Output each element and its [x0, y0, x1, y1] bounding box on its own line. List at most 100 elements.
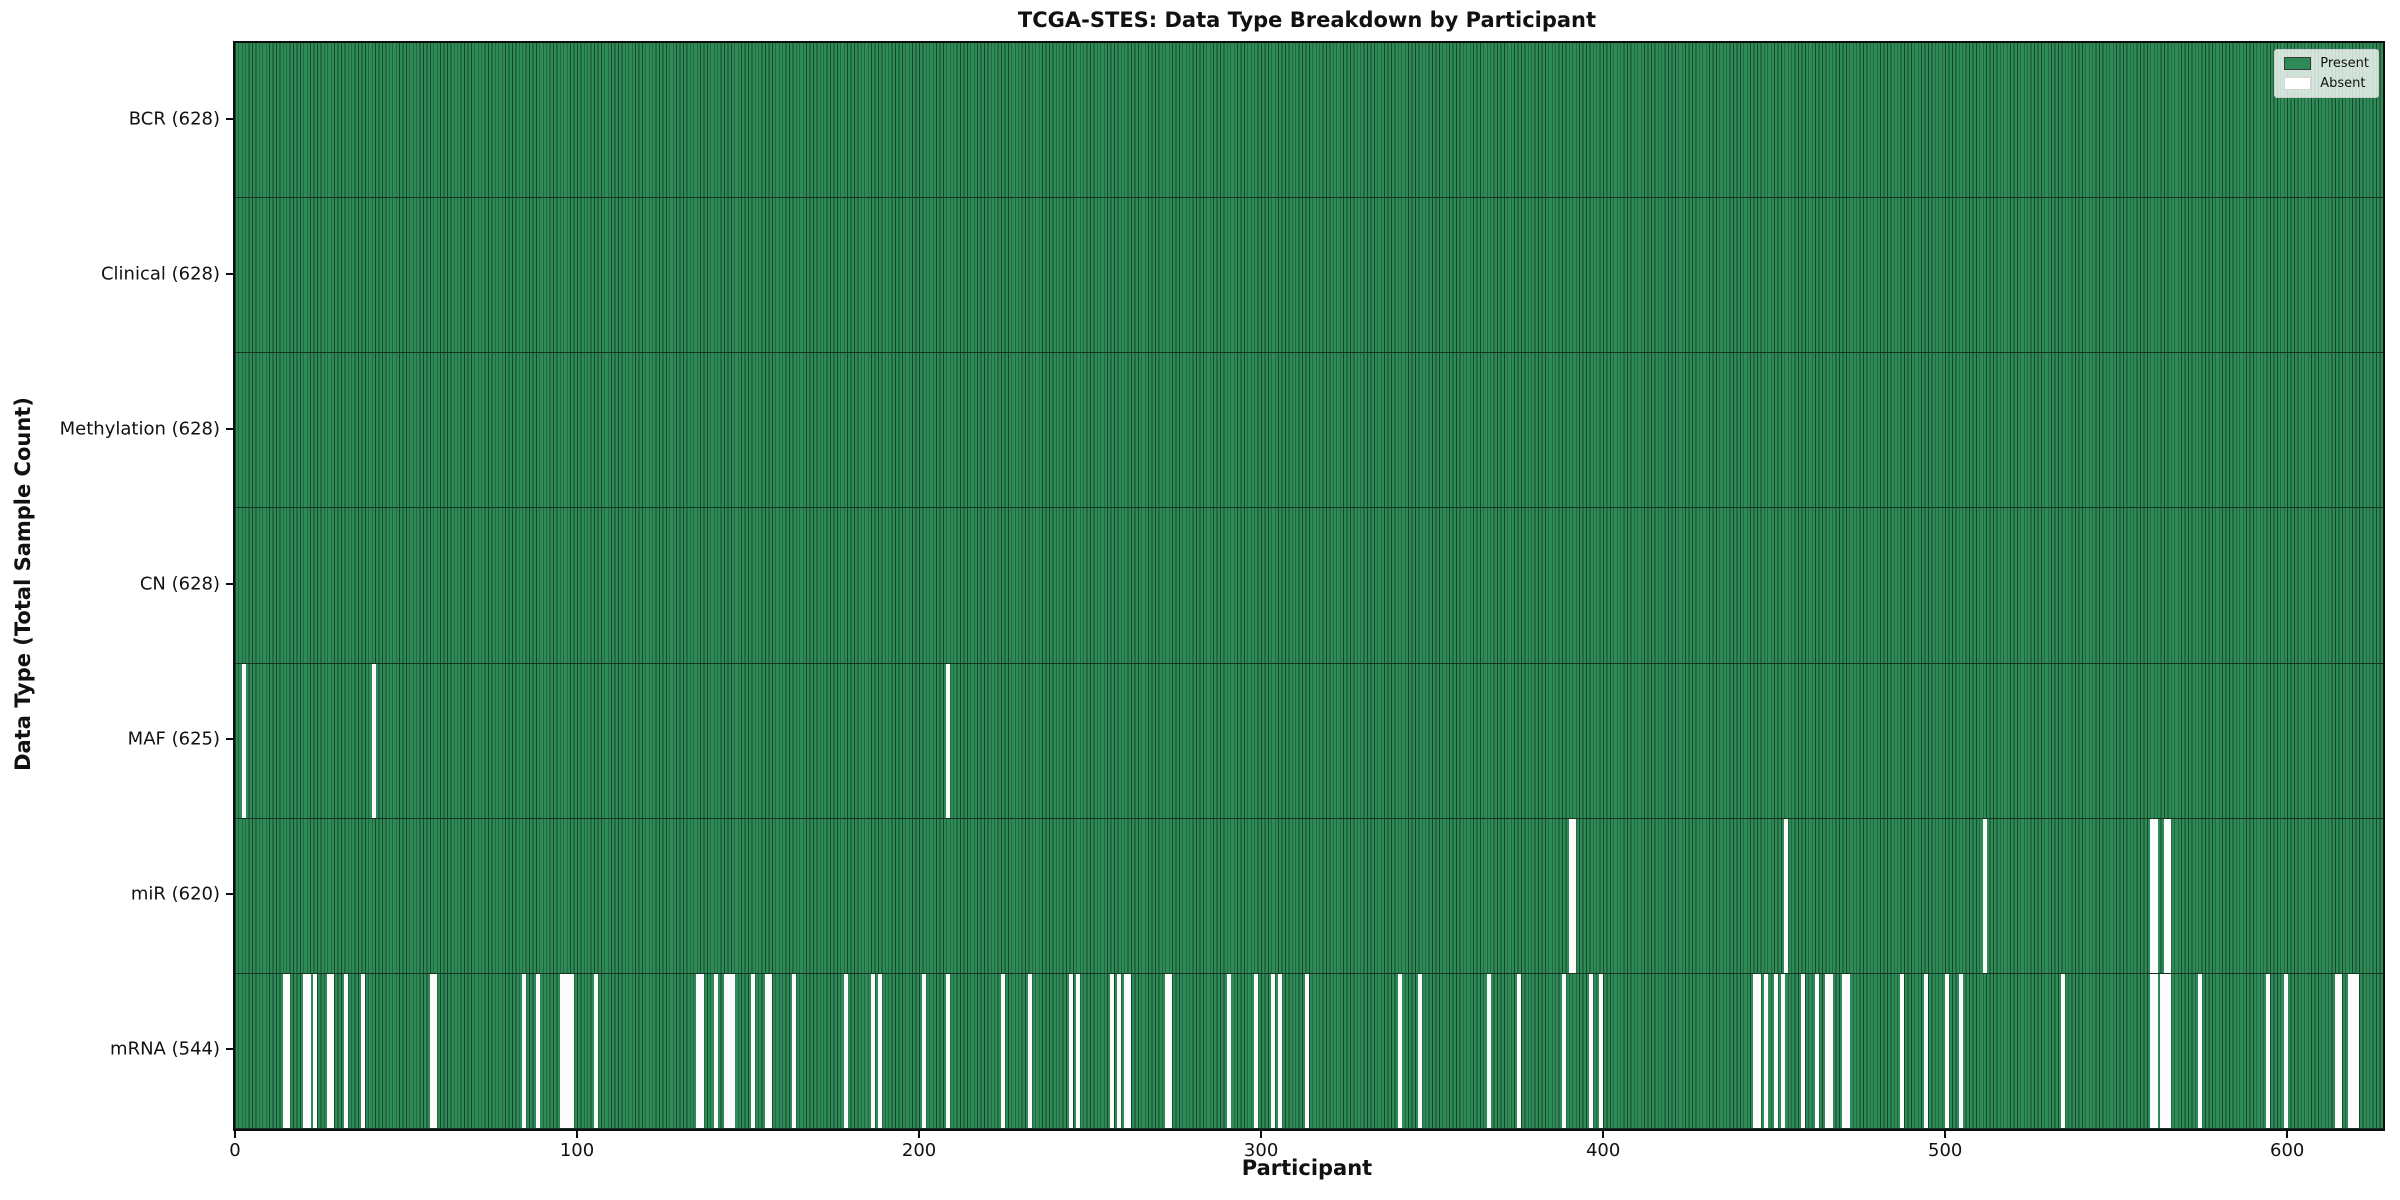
absent-mark	[2351, 973, 2356, 1128]
legend-entry-present: Present	[2284, 56, 2369, 71]
absent-mark	[1814, 973, 1819, 1128]
absent-mark	[2153, 818, 2158, 973]
y-tick-label: CN (628)	[139, 573, 220, 595]
absent-mark	[1076, 973, 1081, 1128]
legend-swatch-absent-icon	[2284, 77, 2312, 90]
absent-mark	[1958, 973, 1963, 1128]
absent-mark	[1801, 973, 1806, 1128]
absent-mark	[723, 973, 728, 1128]
y-tick-mark	[226, 893, 235, 896]
y-tick-label: Clinical (628)	[100, 263, 220, 285]
x-tick-mark	[2286, 1130, 2289, 1138]
row-cn	[235, 508, 2383, 664]
absent-mark	[2355, 973, 2360, 1128]
absent-mark	[1069, 973, 1074, 1128]
absent-mark	[2167, 818, 2172, 973]
absent-mark	[768, 973, 773, 1128]
y-tick-label: mRNA (544)	[110, 1038, 220, 1060]
x-tick-label: 600	[2270, 1140, 2305, 1161]
absent-mark	[1418, 973, 1423, 1128]
row-maf	[235, 663, 2383, 819]
absent-mark	[2334, 973, 2339, 1128]
absent-mark	[946, 973, 951, 1128]
absent-mark	[1277, 973, 1282, 1128]
absent-mark	[1517, 973, 1522, 1128]
absent-mark	[327, 973, 332, 1128]
absent-mark	[1165, 973, 1170, 1128]
x-tick-mark	[234, 1130, 236, 1138]
absent-mark	[344, 973, 349, 1128]
absent-mark	[282, 973, 287, 1128]
legend-label: Present	[2320, 56, 2369, 71]
x-tick-mark	[576, 1130, 579, 1138]
absent-mark	[593, 973, 598, 1128]
absent-mark	[870, 973, 875, 1128]
absent-mark	[946, 663, 951, 818]
absent-mark	[1572, 818, 1577, 973]
chart-title: TCGA-STES: Data Type Breakdown by Partic…	[1017, 8, 1597, 32]
absent-mark	[559, 973, 564, 1128]
absent-mark	[1168, 973, 1173, 1128]
absent-mark	[361, 973, 366, 1128]
x-tick-label: 500	[1928, 1140, 1963, 1161]
absent-mark	[1842, 973, 1847, 1128]
absent-mark	[563, 973, 568, 1128]
absent-mark	[1127, 973, 1132, 1128]
absent-mark	[751, 973, 756, 1128]
x-tick-label: 0	[229, 1140, 241, 1161]
row-bcr	[235, 43, 2383, 199]
plot-area: Present Absent	[233, 41, 2385, 1131]
absent-mark	[699, 973, 704, 1128]
x-tick-mark	[1260, 1130, 1263, 1138]
absent-mark	[1226, 973, 1231, 1128]
absent-mark	[2266, 973, 2271, 1128]
absent-mark	[1397, 973, 1402, 1128]
absent-mark	[713, 973, 718, 1128]
y-tick-mark	[226, 427, 235, 430]
absent-mark	[569, 973, 574, 1128]
y-tick-mark	[226, 117, 235, 120]
absent-mark	[2061, 973, 2066, 1128]
absent-mark	[286, 973, 291, 1128]
absent-mark	[1000, 973, 1005, 1128]
absent-mark	[877, 973, 882, 1128]
absent-mark	[792, 973, 797, 1128]
absent-mark	[727, 973, 732, 1128]
absent-mark	[2163, 818, 2168, 973]
absent-mark	[1924, 973, 1929, 1128]
absent-mark	[2150, 818, 2155, 973]
y-tick-label: Methylation (628)	[59, 418, 220, 440]
y-tick-label: MAF (625)	[127, 728, 220, 750]
legend-swatch-present-icon	[2284, 57, 2312, 70]
y-tick-mark	[226, 583, 235, 585]
absent-mark	[2160, 973, 2165, 1128]
legend-entry-absent: Absent	[2284, 76, 2369, 91]
absent-mark	[1780, 973, 1785, 1128]
absent-mark	[1589, 973, 1594, 1128]
absent-mark	[1486, 973, 1491, 1128]
absent-mark	[1117, 973, 1122, 1128]
absent-mark	[1271, 973, 1276, 1128]
x-tick-mark	[1944, 1130, 1947, 1138]
absent-mark	[1123, 973, 1128, 1128]
y-tick-mark	[226, 738, 235, 741]
absent-mark	[1561, 973, 1566, 1128]
absent-mark	[922, 973, 927, 1128]
absent-mark	[566, 973, 571, 1128]
row-mrna	[235, 973, 2383, 1129]
absent-mark	[1253, 973, 1258, 1128]
absent-mark	[535, 973, 540, 1128]
absent-mark	[764, 973, 769, 1128]
absent-mark	[2348, 973, 2353, 1128]
absent-mark	[429, 973, 434, 1128]
absent-mark	[1028, 973, 1033, 1128]
absent-mark	[241, 663, 246, 818]
absent-mark	[1305, 973, 1310, 1128]
x-tick-mark	[918, 1130, 921, 1138]
absent-mark	[330, 973, 335, 1128]
x-axis-label: Participant	[1241, 1156, 1373, 1180]
legend-label: Absent	[2320, 76, 2366, 91]
row-methylation	[235, 353, 2383, 509]
absent-mark	[2167, 973, 2172, 1128]
absent-mark	[1773, 973, 1778, 1128]
